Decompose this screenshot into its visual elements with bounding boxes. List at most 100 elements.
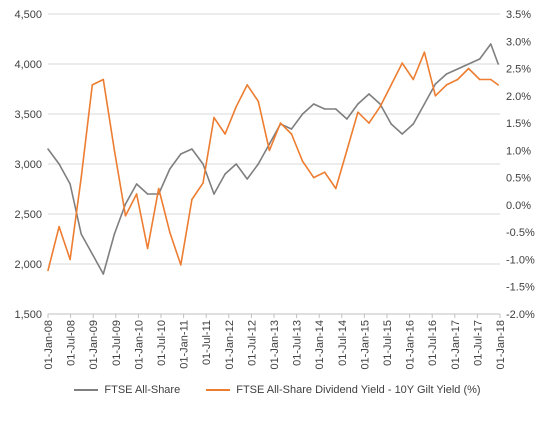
data-point [80,176,82,179]
x-tick-label: 01-Jan-15 [359,320,371,370]
data-point [434,95,437,97]
data-point [157,187,160,190]
data-point [124,203,127,205]
x-tick-label: 01-Jan-16 [405,320,417,370]
data-point [257,100,260,103]
x-tick-label: 01-Jul-10 [156,320,168,366]
data-point [346,149,348,152]
data-point [169,168,171,170]
data-point [390,84,393,86]
x-tick-label: 01-Jul-16 [427,320,439,366]
x-tick-label: 01-Jan-14 [314,320,326,370]
x-tick-label: 01-Jan-13 [269,320,281,370]
x-tick-label: 01-Jul-08 [66,320,78,366]
data-point [102,273,105,275]
data-point [169,231,171,233]
data-point [268,149,271,152]
data-point [301,160,304,163]
axes: 1,500 2,000 2,500 3,000 3,500 4,000 4,500 -2.0%… [14,9,534,370]
data-point [312,103,315,105]
data-point [47,148,49,150]
data-point [290,128,293,130]
gridlines [48,13,500,315]
data-point [490,78,492,81]
y-right-tick-label: -1.5% [506,282,535,294]
data-point [497,84,500,86]
data-point [357,103,359,105]
x-tick-label: 01-Jul-17 [472,320,484,366]
y-right-tick-label: 3.0% [506,36,531,48]
data-point [91,253,94,255]
y-left-tick-label: 3,500 [14,109,42,121]
data-point [445,73,448,75]
data-point [401,133,404,135]
data-point [401,62,404,64]
data-point [423,103,426,105]
data-point [412,78,415,81]
data-point [91,84,94,86]
x-tick-label: 01-Jan-17 [450,320,462,370]
data-point [490,43,492,45]
x-tick-label: 01-Jan-12 [224,320,236,370]
y-left-tick-label: 4,500 [14,9,42,21]
y-right-tick-label: 0.5% [506,173,531,185]
data-point [497,63,500,65]
y-left-tick-label: 2,500 [14,209,42,221]
x-tick-label: 01-Jul-15 [382,320,394,366]
legend-swatch-gray [74,389,99,391]
data-point [478,78,481,81]
data-point [301,113,304,115]
data-point [368,122,370,124]
data-point [357,111,359,113]
data-point [58,225,60,228]
data-point [69,258,71,261]
data-point [257,163,260,165]
legend-label: FTSE All-Share [104,384,181,396]
data-point [224,133,226,135]
data-point [335,108,337,110]
data-point [180,153,182,155]
x-tick-label: 01-Jul-14 [337,320,349,366]
x-tick-label: 01-Jan-09 [88,320,100,370]
data-point [180,264,182,266]
data-point [191,148,193,150]
data-point [191,198,193,201]
y-left-tick-label: 3,000 [14,159,42,171]
data-point [113,233,116,235]
x-tick-label: 01-Jul-11 [201,320,213,365]
y-right-tick-label: 2.0% [506,91,531,103]
data-point [146,193,149,195]
data-point [202,182,204,184]
data-point [456,68,459,70]
data-point [423,51,426,53]
x-tick-label: 01-Jul-13 [292,320,304,366]
data-point [135,193,138,195]
y-left-tick-label: 4,000 [14,59,42,71]
data-point [235,105,237,108]
series-line-yield-gap [47,51,499,271]
legend: FTSE All-Share FTSE All-Share Dividend Y… [0,384,555,396]
data-point [346,118,348,120]
data-point [390,123,393,125]
y-right-tick-label: 2.5% [506,64,531,76]
y-right-tick-label: 1.0% [506,145,531,157]
x-tick-label: 01-Jul-12 [246,320,258,366]
y-right-tick-label: -1.0% [506,254,535,266]
data-point [224,173,226,175]
x-tick-label: 01-Jan-08 [43,320,55,370]
data-point [213,193,215,195]
data-point [124,215,127,217]
data-point [47,269,49,272]
data-point [478,58,481,60]
data-point [445,84,448,86]
y-right-tick-label: 0.0% [506,200,531,212]
data-point [246,178,248,180]
x-tick-label: 01-Jan-10 [133,320,145,370]
data-point [467,63,470,65]
data-point [113,149,116,152]
x-tick-label: 01-Jan-18 [495,320,507,370]
data-point [246,84,248,86]
data-point [434,83,437,85]
